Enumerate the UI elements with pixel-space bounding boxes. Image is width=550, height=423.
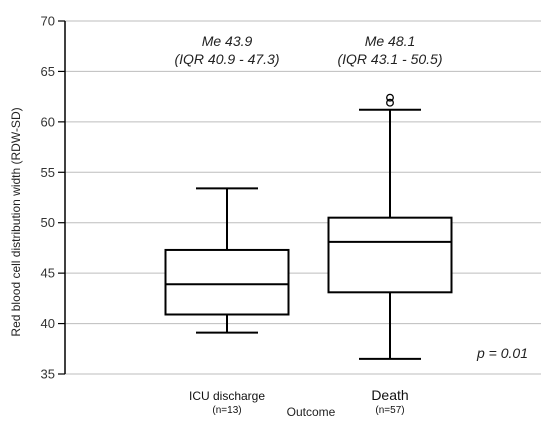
median-annotation: Me 43.9 (202, 33, 253, 49)
median-annotation: Me 48.1 (365, 33, 416, 49)
y-tick-label-45: 45 (41, 266, 55, 281)
iqr-box (164, 248, 290, 316)
p-value-annotation: p = 0.01 (476, 345, 528, 361)
y-axis-title: Red blood cell distribution width (RDW-S… (9, 107, 23, 336)
y-tick-label-50: 50 (41, 215, 55, 230)
y-axis: 35 40 45 50 55 60 65 70 (41, 14, 66, 382)
x-category-count-death: (n=57) (375, 405, 404, 416)
outlier-point-0 (386, 98, 394, 107)
y-tick-label-65: 65 (41, 64, 55, 79)
x-axis-title: Outcome (287, 405, 336, 419)
x-category-count-icu-discharge: (n=13) (212, 405, 241, 416)
box-series: Me 43.9 (IQR 40.9 - 47.3) Me 48.1 (IQR 43.1… (164, 33, 453, 360)
iqr-annotation: (IQR 40.9 - 47.3) (174, 51, 279, 67)
box-death: Me 48.1 (IQR 43.1 - 50.5) (327, 33, 453, 360)
iqr-annotation: (IQR 43.1 - 50.5) (337, 51, 442, 67)
x-axis-labels: ICU discharge (n=13) Death (n=57) (189, 387, 409, 416)
y-tick-label-60: 60 (41, 114, 55, 129)
gridlines (65, 20, 541, 375)
iqr-box (327, 216, 453, 294)
y-tick-label-70: 70 (41, 14, 55, 29)
outlier-point-1 (386, 93, 394, 102)
y-tick-label-40: 40 (41, 316, 55, 331)
y-tick-label-35: 35 (41, 367, 55, 382)
x-category-label-icu-discharge: ICU discharge (189, 389, 265, 403)
y-tick-label-55: 55 (41, 165, 55, 180)
x-category-label-death: Death (371, 387, 408, 403)
box-icu-discharge: Me 43.9 (IQR 40.9 - 47.3) (164, 33, 290, 334)
